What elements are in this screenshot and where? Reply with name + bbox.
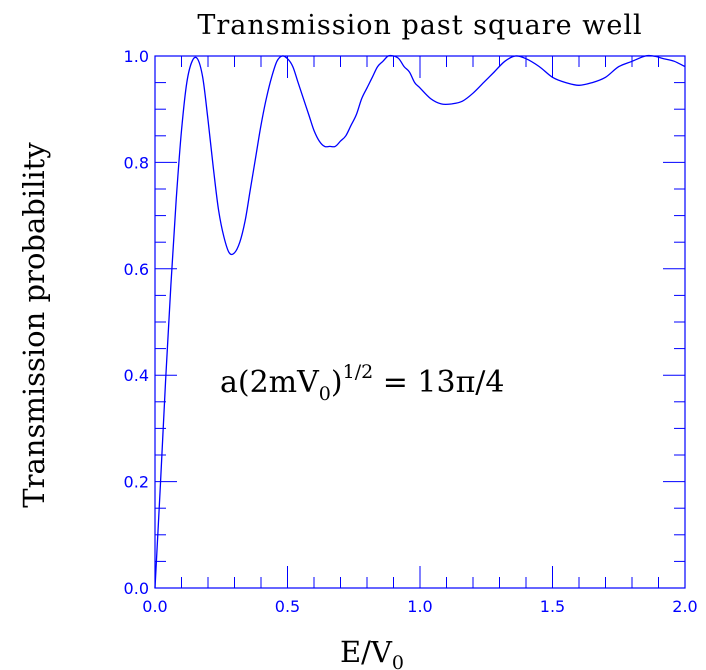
x-axis-label: E/V0	[340, 635, 404, 670]
x-tick-label: 1.5	[540, 597, 565, 616]
y-tick-label: 0.6	[124, 260, 149, 279]
chart-title: Transmission past square well	[197, 10, 642, 41]
y-tick-label: 0.0	[124, 579, 149, 598]
x-axis-label-main: E/V	[340, 635, 393, 669]
transmission-curve	[154, 54, 686, 589]
tick-labels: 0.0 0.5 1.0 1.5 2.0 0.0 0.2 0.4 0.6 0.8 1.0	[124, 47, 698, 616]
y-tick-label: 1.0	[124, 47, 149, 66]
x-axis-label-sub: 0	[392, 652, 404, 670]
x-tick-label: 0.0	[142, 597, 167, 616]
y-axis-label: Transmission probability	[17, 142, 51, 508]
y-tick-label: 0.2	[124, 473, 149, 492]
y-tick-label: 0.4	[124, 366, 149, 385]
plot-frame	[154, 55, 686, 589]
x-tick-label: 0.5	[275, 597, 300, 616]
x-tick-label: 1.0	[407, 597, 432, 616]
annotation: a(2mV0)1/2 = 13π/4	[220, 361, 504, 405]
y-tick-label: 0.8	[124, 153, 149, 172]
x-tick-label: 2.0	[672, 597, 697, 616]
ticks	[154, 55, 686, 589]
